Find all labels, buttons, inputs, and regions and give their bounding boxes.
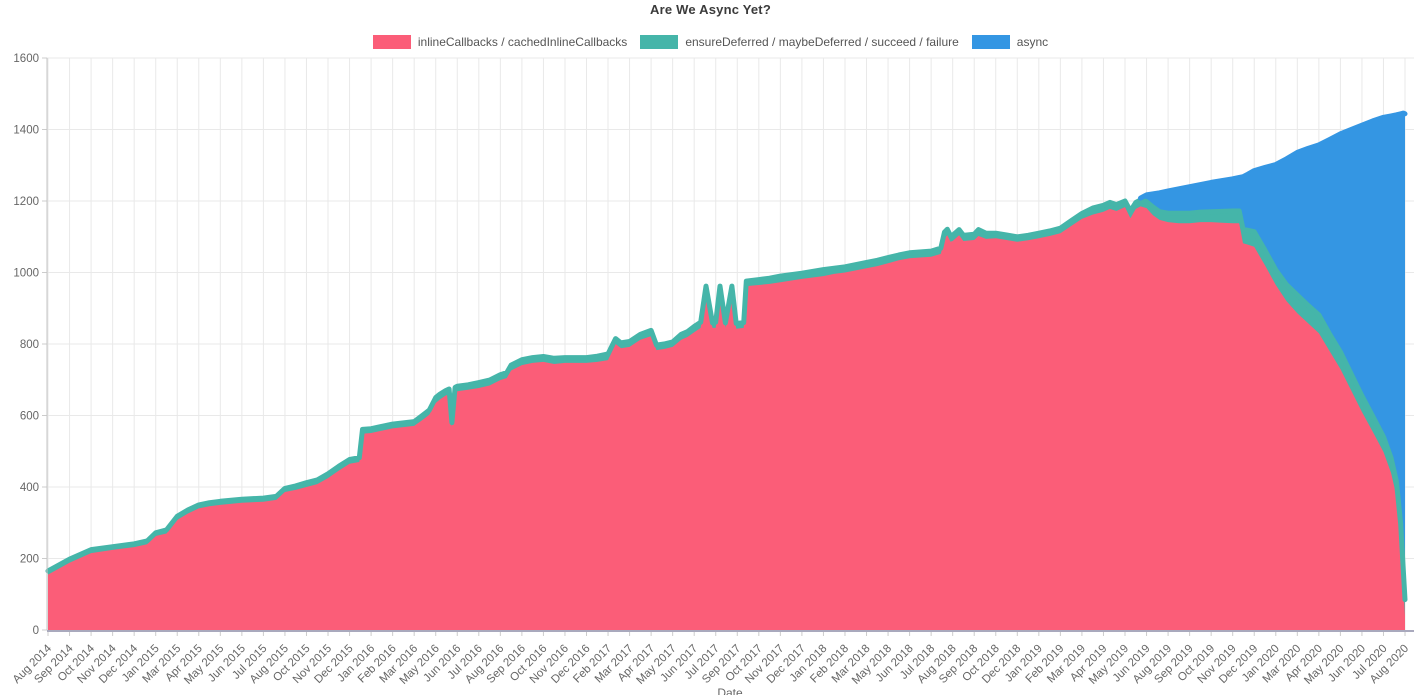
legend-swatch-ensuredeferred [640, 35, 679, 49]
y-tick-label: 1400 [13, 125, 39, 137]
chart-title: Are We Async Yet? [650, 2, 771, 17]
legend-swatch-inlinecallbacks [372, 35, 411, 49]
legend-swatch-async [971, 35, 1010, 49]
legend-item-ensuredeferred[interactable]: ensureDeferred / maybeDeferred / succeed… [640, 35, 959, 49]
legend-label-inlinecallbacks: inlineCallbacks / cachedInlineCallbacks [417, 35, 628, 49]
y-tick-label: 1000 [13, 268, 39, 280]
legend-item-async[interactable]: async [971, 35, 1049, 49]
y-tick-label: 800 [20, 339, 39, 351]
legend-label-ensuredeferred: ensureDeferred / maybeDeferred / succeed… [685, 35, 959, 49]
y-tick-label: 400 [20, 482, 39, 494]
y-tick-label: 200 [20, 554, 39, 566]
y-tick-label: 1200 [13, 196, 39, 208]
y-tick-label: 1600 [13, 53, 39, 65]
legend-label-async: async [1016, 35, 1049, 49]
chart-legend: inlineCallbacks / cachedInlineCallbacks … [0, 35, 1421, 49]
y-tick-label: 0 [33, 625, 39, 637]
area-inlinecallbacks [48, 206, 1405, 630]
legend-item-inlinecallbacks[interactable]: inlineCallbacks / cachedInlineCallbacks [372, 35, 628, 49]
edge-async [1138, 110, 1408, 201]
x-axis-title: Date [717, 686, 743, 695]
y-tick-label: 600 [20, 411, 39, 423]
edge-ensuredeferred [45, 197, 1408, 603]
